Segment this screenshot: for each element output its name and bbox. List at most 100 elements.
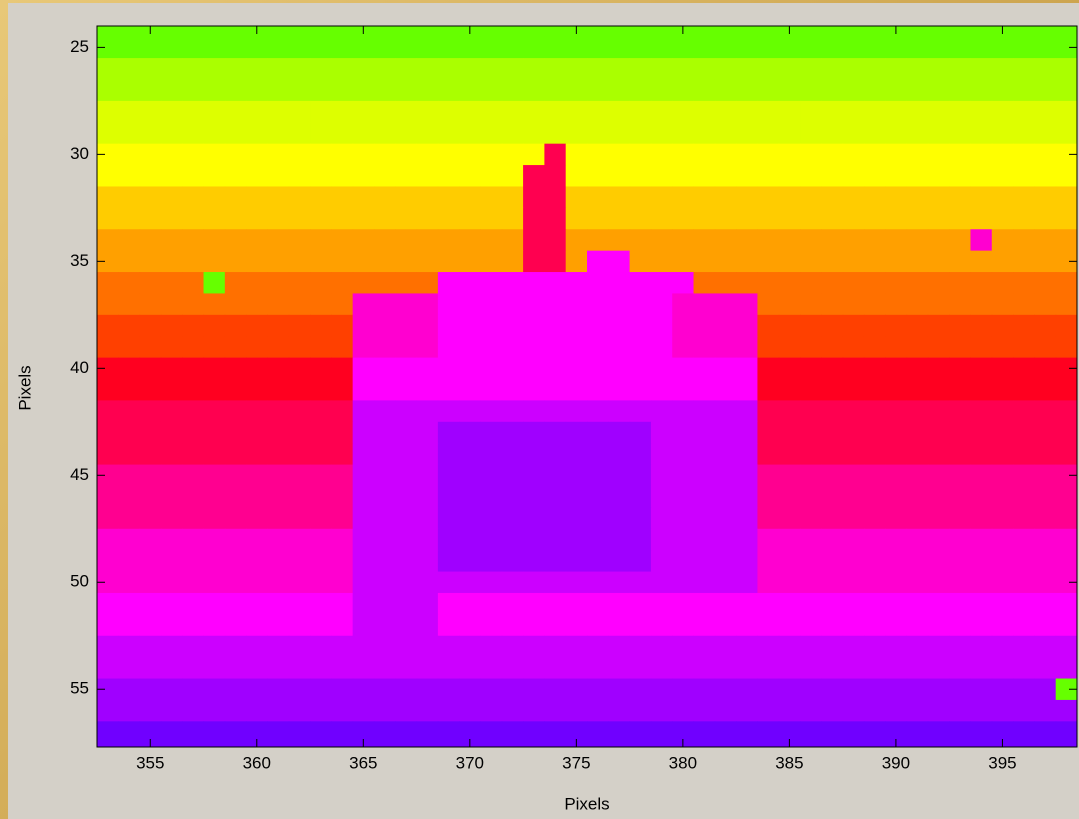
heatmap-cell — [182, 101, 204, 123]
heatmap-cell — [566, 79, 588, 101]
heatmap-cell — [1034, 529, 1056, 551]
heatmap-cell — [949, 422, 971, 444]
heatmap-cell — [843, 529, 865, 551]
heatmap-cell — [1056, 379, 1078, 401]
heatmap-cell — [459, 679, 481, 701]
heatmap-cell — [502, 336, 524, 358]
heatmap-cell — [757, 507, 779, 529]
heatmap-cell — [608, 443, 630, 465]
heatmap-cell — [630, 614, 652, 636]
heatmap-cell — [694, 422, 716, 444]
heatmap-cell — [672, 272, 694, 294]
heatmap-cell — [480, 122, 502, 144]
heatmap-cell — [310, 379, 332, 401]
heatmap-cell — [715, 122, 737, 144]
heatmap-cell — [672, 336, 694, 358]
heatmap-cell — [566, 379, 588, 401]
heatmap-cell — [161, 465, 183, 487]
heatmap-cell — [736, 165, 758, 187]
heatmap-cell — [395, 251, 417, 273]
heatmap-cell — [395, 144, 417, 166]
heatmap-cell — [736, 400, 758, 422]
heatmap-cell — [651, 186, 673, 208]
heatmap-cell — [331, 58, 353, 80]
heatmap-cell — [1056, 593, 1078, 615]
heatmap-cell — [225, 465, 247, 487]
heatmap-cell — [736, 679, 758, 701]
heatmap-cell — [289, 721, 311, 743]
heatmap-cell — [353, 700, 375, 722]
heatmap-cell — [800, 165, 822, 187]
heatmap-cell — [821, 721, 843, 743]
heatmap-cell — [331, 122, 353, 144]
heatmap-cell — [225, 58, 247, 80]
heatmap-cell — [118, 657, 140, 679]
heatmap-cell — [246, 486, 268, 508]
heatmap-cell — [353, 422, 375, 444]
heatmap-cell — [204, 593, 226, 615]
heatmap-cell — [587, 186, 609, 208]
heatmap-cell — [970, 58, 992, 80]
heatmap-cell — [672, 443, 694, 465]
heatmap-cell — [161, 208, 183, 230]
heatmap-cell — [459, 101, 481, 123]
heatmap-cell — [694, 529, 716, 551]
heatmap-cell — [630, 507, 652, 529]
heatmap-cell — [1034, 379, 1056, 401]
heatmap-cell — [182, 79, 204, 101]
heatmap-cell — [1034, 614, 1056, 636]
heatmap-cell — [225, 272, 247, 294]
heatmap-cell — [118, 465, 140, 487]
heatmap-cell — [97, 486, 119, 508]
heatmap-cell — [970, 721, 992, 743]
heatmap-cell — [587, 529, 609, 551]
heatmap-cell — [417, 486, 439, 508]
heatmap-cell — [800, 272, 822, 294]
heatmap-cell — [246, 251, 268, 273]
heatmap-cell — [651, 721, 673, 743]
heatmap-cell — [395, 700, 417, 722]
heatmap-cell — [757, 165, 779, 187]
heatmap-cell — [608, 186, 630, 208]
heatmap-cell — [779, 529, 801, 551]
heatmap-cell — [459, 443, 481, 465]
heatmap-cell — [566, 251, 588, 273]
heatmap-cell — [438, 122, 460, 144]
heatmap-cell — [992, 358, 1014, 380]
heatmap-cell — [992, 529, 1014, 551]
heatmap-cell — [779, 122, 801, 144]
heatmap-cell — [182, 614, 204, 636]
heatmap-cell — [480, 679, 502, 701]
heatmap-cell — [182, 721, 204, 743]
heatmap-cell — [417, 144, 439, 166]
heatmap-cell — [736, 636, 758, 658]
heatmap-cell — [97, 272, 119, 294]
heatmap-cell — [289, 293, 311, 315]
heatmap-cell — [587, 358, 609, 380]
heatmap-cell — [715, 293, 737, 315]
heatmap-cell — [694, 679, 716, 701]
heatmap-cell — [544, 550, 566, 572]
heatmap-cell — [1056, 229, 1078, 251]
heatmap-cell — [566, 465, 588, 487]
heatmap-cell — [1034, 251, 1056, 273]
heatmap-cell — [566, 229, 588, 251]
heatmap-cell — [331, 251, 353, 273]
heatmap-cell — [417, 379, 439, 401]
heatmap-cell — [289, 465, 311, 487]
heatmap-cell — [480, 101, 502, 123]
heatmap-cell — [310, 636, 332, 658]
heatmap-cell — [310, 293, 332, 315]
heatmap-cell — [800, 251, 822, 273]
heatmap-cell — [544, 657, 566, 679]
heatmap-cell — [907, 465, 929, 487]
heatmap-cell — [225, 657, 247, 679]
heatmap-cell — [672, 550, 694, 572]
heatmap-cell — [395, 507, 417, 529]
heatmap-cell — [544, 165, 566, 187]
heatmap-cell — [161, 101, 183, 123]
heatmap-cell — [395, 614, 417, 636]
heatmap-cell — [736, 37, 758, 59]
heatmap-cell — [353, 208, 375, 230]
